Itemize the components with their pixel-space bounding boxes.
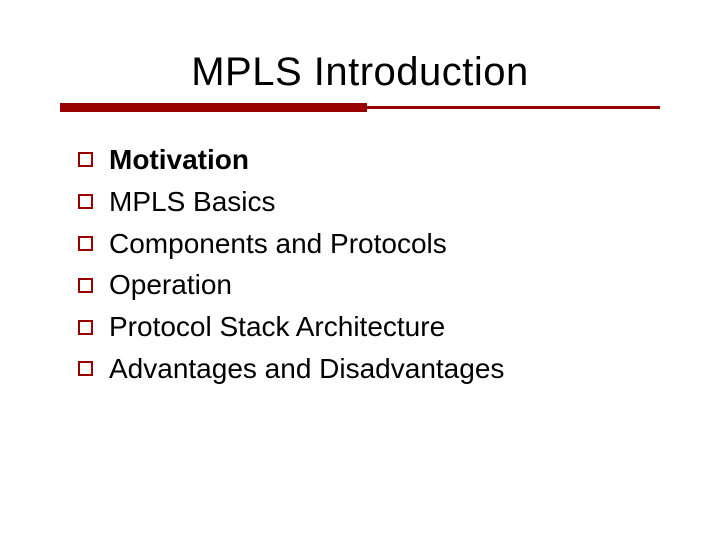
list-item: MPLS Basics xyxy=(78,183,660,221)
bullet-text: Motivation xyxy=(109,141,249,179)
checkbox-icon xyxy=(78,194,93,209)
underline-thick xyxy=(60,103,367,112)
bullet-text: Advantages and Disadvantages xyxy=(109,350,504,388)
bullet-text: MPLS Basics xyxy=(109,183,276,221)
slide-title: MPLS Introduction xyxy=(60,50,660,95)
title-block: MPLS Introduction xyxy=(60,50,660,95)
list-item: Operation xyxy=(78,266,660,304)
title-underline xyxy=(60,103,660,113)
bullet-text: Protocol Stack Architecture xyxy=(109,308,445,346)
bullet-text: Components and Protocols xyxy=(109,225,447,263)
bullet-text: Operation xyxy=(109,266,232,304)
list-item: Protocol Stack Architecture xyxy=(78,308,660,346)
list-item: Advantages and Disadvantages xyxy=(78,350,660,388)
slide: MPLS Introduction Motivation MPLS Basics… xyxy=(0,0,720,540)
list-item: Motivation xyxy=(78,141,660,179)
bullet-list: Motivation MPLS Basics Components and Pr… xyxy=(60,141,660,388)
checkbox-icon xyxy=(78,320,93,335)
list-item: Components and Protocols xyxy=(78,225,660,263)
checkbox-icon xyxy=(78,361,93,376)
checkbox-icon xyxy=(78,278,93,293)
checkbox-icon xyxy=(78,152,93,167)
checkbox-icon xyxy=(78,236,93,251)
